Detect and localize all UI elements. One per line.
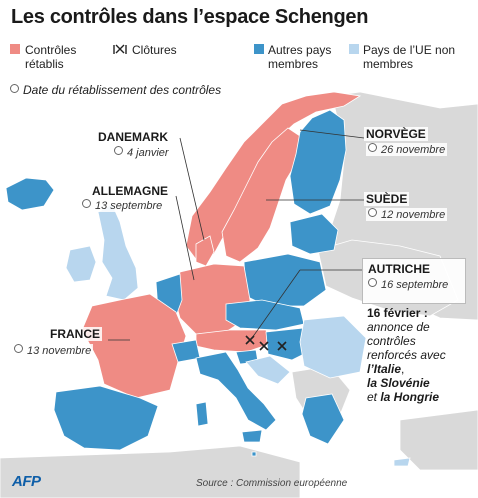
label-allemagne-date: 13 septembre [80,199,165,212]
italy [195,351,277,431]
legend-date-note-text: Date du rétablissement des contrôles [23,83,222,97]
circle-icon [14,344,23,353]
croatia [245,355,291,385]
note-head: 16 février : [367,306,428,320]
finland [289,109,347,215]
label-danemark-name: DANEMARK [96,130,170,144]
label-france-name: FRANCE [48,327,102,341]
czech-slovakia [225,299,305,331]
circle-icon [368,278,377,287]
note-body: annonce de contrôles renforcés avec [367,320,446,362]
ireland [65,245,97,283]
circle-icon [368,208,377,217]
label-suede-date: 12 novembre [366,208,448,221]
map-title: Les contrôles dans l’espace Schengen [11,6,369,28]
legend-swatch-others [254,44,264,54]
fence-icon [113,44,127,54]
fence-marker-3 [277,341,287,351]
connector-autriche-b [251,269,301,339]
legend-others-label: Autres pays membres [268,43,332,71]
legend-swatch-restored [10,44,20,54]
label-norvege-date: 26 novembre [366,143,448,156]
february-note: 16 février : annonce de contrôles renfor… [367,306,467,404]
connector-danemark [179,137,205,241]
note-hongrie: la Hongrie [380,390,440,404]
circle-icon [10,84,19,93]
turkey-region [399,409,478,471]
afp-logo: AFP [12,473,41,490]
poland [243,253,327,307]
note-et: et [367,390,381,404]
legend-swatch-eu-non [349,44,359,54]
connector-norvege [299,129,365,139]
label-autriche-date: 16 septembre [366,278,450,291]
france [81,293,187,399]
baltic-states [289,213,339,255]
label-suede-name: SUÈDE [364,192,410,206]
note-italie: l’Italie [367,362,402,376]
sardinia [195,401,209,427]
romania-bulgaria [299,315,367,379]
label-danemark-date: 4 janvier [112,146,171,159]
circle-icon [114,146,123,155]
iberia [53,385,159,451]
fence-markers [245,335,287,351]
legend-eu-non-label: Pays de l’UE non membres [363,43,456,71]
legend-date-note: Date du rétablissement des contrôles [10,83,221,97]
connector-allemagne [175,195,195,281]
connector-lines [108,129,365,341]
north-africa [0,445,301,498]
greece [301,393,345,445]
malta [251,451,257,457]
united-kingdom [97,203,139,301]
legend-restored-label: Contrôles rétablis [25,43,77,71]
legend-fences-label: Clôtures [132,43,177,57]
label-autriche-name: AUTRICHE [368,262,430,276]
fence-marker-2 [259,341,269,351]
fence-marker-1 [245,335,255,345]
label-norvege-name: NORVÈGE [364,127,428,141]
cyprus [393,457,411,467]
sicily [241,429,263,443]
iceland [5,177,55,211]
note-slovenie: la Slovénie [367,376,430,390]
circle-icon [368,143,377,152]
circle-icon [82,199,91,208]
autriche-box [362,258,466,304]
austria [195,329,271,353]
label-allemagne-name: ALLEMAGNE [90,184,170,198]
denmark [195,235,215,267]
label-france-date: 13 novembre [12,344,94,357]
source-text: Source : Commission européenne [196,478,348,489]
